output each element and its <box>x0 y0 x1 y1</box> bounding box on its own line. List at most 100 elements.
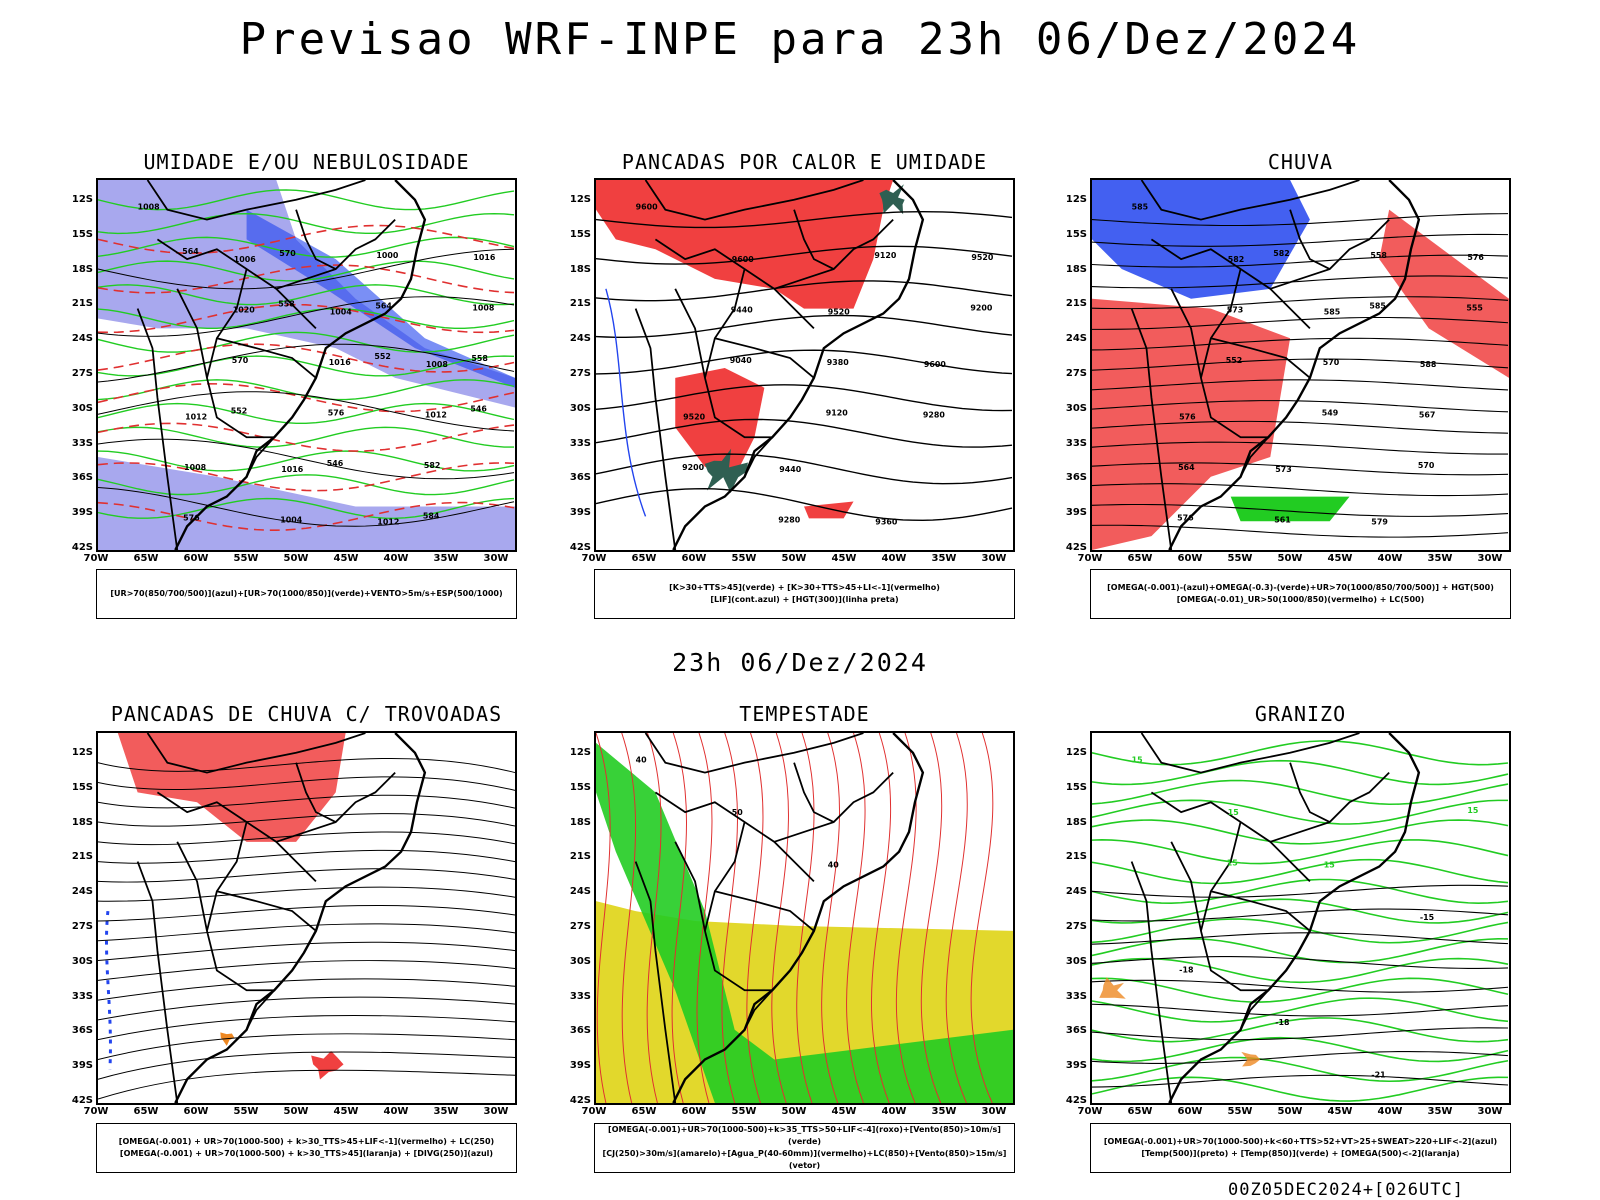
contour-label: 552 <box>231 406 248 415</box>
lon-tick: 55W <box>1227 553 1253 564</box>
streamline <box>98 776 515 791</box>
country-border <box>644 733 864 774</box>
streamline <box>98 831 515 846</box>
country-border <box>1210 890 1311 932</box>
contour-label: 1008 <box>472 304 495 313</box>
contour-label: 576 <box>1467 253 1484 262</box>
contour-label: 9440 <box>731 306 754 315</box>
country-border <box>245 436 275 478</box>
hgt300-contour <box>596 453 1013 485</box>
lat-tick: 15S <box>569 781 591 793</box>
lat-tick: 42S <box>71 1095 93 1106</box>
contour-label: 1004 <box>280 515 303 524</box>
main-title: Previsao WRF-INPE para 23h 06/Dez/2024 <box>239 14 1361 65</box>
water-contour <box>871 733 892 1103</box>
green-contour <box>98 331 515 353</box>
lat-tick: 36S <box>569 1025 591 1037</box>
contour-label: 570 <box>1418 461 1435 470</box>
country-border <box>1239 436 1269 478</box>
temp850-contour <box>1092 839 1509 865</box>
lat-tick: 18S <box>71 263 93 275</box>
lat-tick: 27S <box>569 921 591 932</box>
lon-tick: 40W <box>383 553 409 564</box>
streamline <box>98 960 515 981</box>
coastline <box>1168 733 1421 1103</box>
lat-tick: 15S <box>71 781 93 793</box>
lat-tick: 33S <box>71 437 93 449</box>
lon-tick: 30W <box>1477 1106 1503 1117</box>
lon-tick: 50W <box>1277 553 1303 564</box>
contour-label: 15 <box>1228 808 1239 817</box>
streamline <box>98 978 515 1001</box>
lon-tick: 70W <box>1077 553 1103 564</box>
map-svg: 585 582 585 588 576 573 579 576 573 570 567 564 561 5… <box>1092 180 1509 550</box>
map-svg: 40 50 40 <box>596 733 1013 1103</box>
lon-tick: 60W <box>681 553 707 564</box>
panel-legend: [OMEGA(-0.001) + UR>70(1000-500) + k>30_… <box>96 1123 517 1173</box>
lat-tick: 21S <box>71 851 93 863</box>
water-contour <box>796 733 815 1103</box>
panel-legend: [OMEGA(-0.001)-(azul)+OMEGA(-0.3)-(verde… <box>1090 569 1511 619</box>
country-border <box>1170 288 1202 379</box>
lat-tick: 12S <box>1065 194 1087 205</box>
streamline <box>98 996 515 1021</box>
contour-label: 40 <box>828 861 840 870</box>
lat-tick: 39S <box>1065 1060 1087 1072</box>
contour-label: 564 <box>1178 463 1195 472</box>
temp850-contour <box>1092 878 1509 904</box>
temp850-contour <box>1092 957 1509 984</box>
streamline <box>98 941 515 962</box>
legend-line: [OMEGA(-0.001)-(azul)+OMEGA(-0.3)-(verde… <box>1107 583 1494 592</box>
contour-label: 9520 <box>683 412 706 421</box>
thickness-contour <box>98 343 515 373</box>
lat-tick: 33S <box>1065 990 1087 1002</box>
lat-tick: 24S <box>71 333 93 345</box>
lat-tick: 18S <box>1065 816 1087 828</box>
lon-tick: 65W <box>1127 1106 1153 1117</box>
contour-label: 1020 <box>233 306 256 315</box>
water-contour <box>671 733 688 1103</box>
map-plot: 40 50 40 <box>594 731 1015 1105</box>
hgt500-contour <box>1092 275 1509 289</box>
country-border <box>1130 308 1173 550</box>
contour-label: 549 <box>1322 408 1339 417</box>
country-border <box>1170 841 1202 932</box>
contour-label: -21 <box>1371 1070 1385 1079</box>
lon-tick: 35W <box>931 553 957 564</box>
lat-tick: 24S <box>71 886 93 898</box>
lat-tick: 21S <box>1065 298 1087 310</box>
country-border <box>793 209 835 270</box>
country-border <box>276 218 396 290</box>
lon-tick: 70W <box>83 553 109 564</box>
streamline <box>98 923 515 942</box>
country-border <box>634 861 677 1103</box>
contour-label: 584 <box>423 511 440 520</box>
green-contour <box>98 497 515 520</box>
contour-label: 1012 <box>185 412 207 421</box>
water-contour <box>746 733 764 1103</box>
omega-shade-orange <box>1099 977 1126 999</box>
contour-label: 576 <box>183 513 200 522</box>
streamline <box>98 1033 515 1060</box>
country-border <box>674 841 706 932</box>
country-border <box>1210 337 1311 379</box>
panel-legend: [OMEGA(-0.001)+UR>70(1000-500)+k>35_TTS>… <box>594 1123 1015 1173</box>
contour-label: 9120 <box>874 251 897 260</box>
water-contour <box>846 733 866 1103</box>
contour-label: 573 <box>1227 306 1244 315</box>
temp850-contour <box>1092 1056 1509 1083</box>
lat-tick: 27S <box>569 368 591 379</box>
contour-label: 1016 <box>281 465 304 474</box>
contour-label: 558 <box>471 354 488 363</box>
lon-tick: 35W <box>433 1106 459 1117</box>
contour-label: 1016 <box>329 358 352 367</box>
temp850-contour <box>1092 1017 1509 1043</box>
temp850-contour <box>1092 858 1509 885</box>
contour-label: 552 <box>1226 356 1243 365</box>
temp500-contour <box>1092 884 1509 898</box>
country-border <box>1289 762 1331 823</box>
storm-shade-red <box>311 1051 344 1080</box>
lat-tick: 15S <box>1065 781 1087 793</box>
green-contour <box>98 402 515 424</box>
lon-tick: 65W <box>133 1106 159 1117</box>
